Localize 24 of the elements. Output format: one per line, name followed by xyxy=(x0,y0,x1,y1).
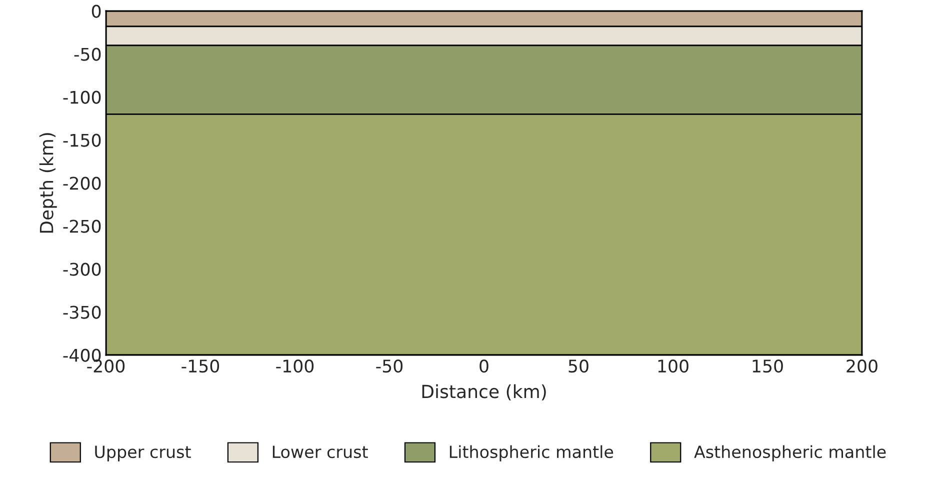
y-tick-label: -50 xyxy=(74,48,101,61)
x-tick-label: 0 xyxy=(480,359,488,373)
x-tick-label: 50 xyxy=(568,359,588,373)
y-tick-label: 0 xyxy=(92,4,101,18)
x-tick-label: -150 xyxy=(182,359,220,373)
x-tick-label: -100 xyxy=(276,359,314,373)
x-tick-label: 150 xyxy=(752,359,783,373)
y-axis-title: Depth (km) xyxy=(39,133,57,233)
x-tick-label: 200 xyxy=(846,359,878,373)
legend-label: Upper crust xyxy=(95,446,191,462)
y-tick-label: -250 xyxy=(63,220,101,233)
y-tick-label: -200 xyxy=(63,176,101,190)
x-tick-label: -50 xyxy=(376,359,403,373)
legend-label: Asthenospheric mantle xyxy=(694,445,886,462)
y-tick-label: -350 xyxy=(63,306,101,319)
y-tick-label: -400 xyxy=(63,348,101,362)
y-tick-label: -150 xyxy=(63,134,101,147)
y-tick-label: -300 xyxy=(63,262,101,276)
x-tick-label: 100 xyxy=(658,359,688,373)
x-tick-label: -200 xyxy=(87,359,125,373)
legend-label: Lower crust xyxy=(272,446,368,458)
legend-label: Lithospheric mantle xyxy=(450,445,614,462)
x-axis-title: Distance (km) xyxy=(422,384,546,400)
y-tick-label: -100 xyxy=(63,90,101,104)
